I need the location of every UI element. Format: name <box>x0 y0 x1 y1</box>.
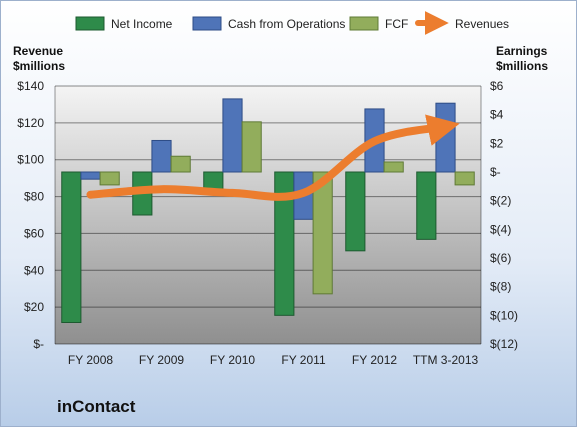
revenue-line-path <box>86 114 460 201</box>
grid-lines <box>54 85 482 345</box>
left-axis-title-line2: $millions <box>13 59 65 73</box>
category-label: FY 2009 <box>139 353 184 367</box>
legend-swatch-net-income <box>75 16 105 31</box>
category-label: FY 2011 <box>281 353 326 367</box>
category-label: TTM 3-2013 <box>413 353 479 367</box>
left-tick-label: $- <box>33 337 44 351</box>
legend-swatch-fcf <box>349 16 379 31</box>
legend-swatch-cash-from-operations <box>192 16 222 31</box>
legend-label-cash-from-operations: Cash from Operations <box>228 17 345 31</box>
left-tick-label: $100 <box>17 153 44 167</box>
right-tick-label: $(6) <box>490 251 511 265</box>
legend-label-fcf: FCF <box>385 17 408 31</box>
company-name: inContact <box>57 397 136 416</box>
bar-fcf <box>383 161 404 173</box>
category-label: FY 2010 <box>210 353 255 367</box>
legend-item-cash-from-operations: Cash from Operations <box>192 16 345 31</box>
left-tick-label: $20 <box>24 300 44 314</box>
left-tick-label: $80 <box>24 190 44 204</box>
left-tick-label: $60 <box>24 226 44 240</box>
legend-item-fcf: FCF <box>349 16 408 31</box>
revenue-line <box>86 114 460 201</box>
right-axis-title-line2: $millions <box>496 59 548 73</box>
right-tick-label: $(12) <box>490 337 518 351</box>
right-tick-label: $(4) <box>490 222 511 236</box>
category-label: FY 2008 <box>68 353 113 367</box>
legend: Net Income Cash from Operations FCF Reve… <box>75 11 509 35</box>
bar-fcf <box>241 121 262 173</box>
bar-net-income <box>274 171 295 316</box>
bar-fcf <box>99 171 120 186</box>
right-tick-label: $4 <box>490 108 504 122</box>
legend-label-net-income: Net Income <box>111 17 173 31</box>
left-axis-title-line1: Revenue <box>13 44 63 58</box>
right-tick-label: $2 <box>490 136 504 150</box>
bar-cash-from-operations <box>222 98 243 173</box>
bar-cash-from-operations <box>151 139 172 173</box>
right-tick-label: $(8) <box>490 280 511 294</box>
right-tick-label: $(10) <box>490 308 518 322</box>
right-tick-label: $(2) <box>490 194 511 208</box>
legend-item-revenues: Revenues <box>415 11 509 35</box>
right-axis-title-line1: Earnings <box>496 44 548 58</box>
right-tick-label: $- <box>490 165 501 179</box>
left-axis-ticks: $- $20 $40 $60 $80 $100 $120 $140 <box>17 79 44 351</box>
legend-item-net-income: Net Income <box>75 16 173 31</box>
bar-net-income <box>61 171 82 323</box>
category-label: FY 2012 <box>352 353 397 367</box>
bar-fcf <box>454 171 475 186</box>
legend-label-revenues: Revenues <box>455 17 509 31</box>
right-axis-ticks: $6 $4 $2 $- $(2) $(4) $(6) $(8) $(10) $(12) <box>490 79 518 351</box>
bar-fcf <box>170 155 191 173</box>
left-tick-label: $120 <box>17 116 44 130</box>
bar-cash-from-operations <box>80 171 101 180</box>
bar-net-income <box>416 171 437 240</box>
right-tick-label: $6 <box>490 79 504 93</box>
x-axis-labels: FY 2008 FY 2009 FY 2010 FY 2011 FY 2012 TTM 3… <box>68 353 479 367</box>
bar-cash-from-operations <box>435 102 456 173</box>
left-tick-label: $40 <box>24 263 44 277</box>
left-tick-label: $140 <box>17 79 44 93</box>
bar-fcf <box>312 171 333 295</box>
bar-net-income <box>345 171 366 252</box>
